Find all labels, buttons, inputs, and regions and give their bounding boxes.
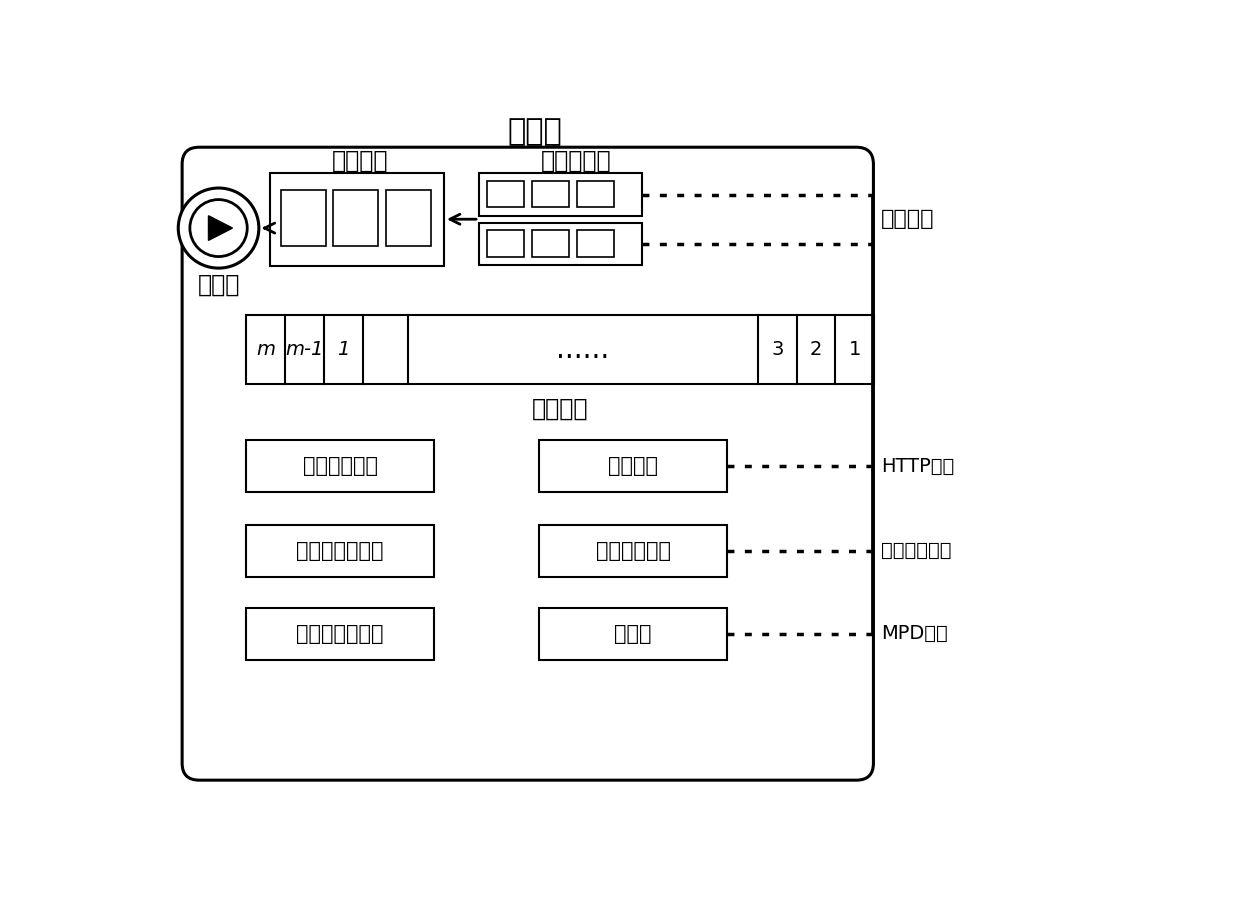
Text: 服务器选择模块: 服务器选择模块: [296, 624, 384, 644]
Circle shape: [190, 199, 247, 256]
Text: 播放缓冲: 播放缓冲: [332, 149, 388, 173]
Bar: [479, 173, 642, 216]
Text: m: m: [257, 341, 275, 360]
Text: 2: 2: [810, 341, 822, 360]
Bar: [334, 190, 378, 246]
Bar: [247, 439, 434, 492]
Bar: [247, 525, 434, 577]
Text: 调度模块: 调度模块: [608, 456, 658, 476]
Text: 探测数据分组: 探测数据分组: [882, 541, 951, 560]
Text: ......: ......: [557, 336, 609, 363]
Bar: [532, 230, 569, 256]
Text: 网络监控模块: 网络监控模块: [595, 541, 671, 561]
Text: 数据缓冲区: 数据缓冲区: [541, 149, 611, 173]
Bar: [486, 230, 523, 256]
Bar: [539, 525, 727, 577]
Text: 请求队列: 请求队列: [532, 397, 589, 421]
Bar: [486, 181, 523, 207]
Bar: [532, 181, 569, 207]
Text: 缓冲监控模块: 缓冲监控模块: [303, 456, 378, 476]
Bar: [577, 230, 614, 256]
Polygon shape: [208, 216, 233, 240]
Bar: [479, 223, 642, 265]
Circle shape: [179, 188, 259, 268]
Bar: [539, 439, 727, 492]
Bar: [247, 315, 874, 384]
Text: 客户端: 客户端: [507, 117, 562, 147]
FancyBboxPatch shape: [182, 147, 873, 780]
Text: 1: 1: [337, 341, 350, 360]
Bar: [247, 608, 434, 660]
Text: MPD文件: MPD文件: [882, 624, 947, 643]
Text: 3: 3: [771, 341, 784, 360]
Text: 解析器: 解析器: [615, 624, 652, 644]
Text: HTTP请求: HTTP请求: [882, 457, 955, 476]
Text: 1: 1: [848, 341, 861, 360]
Text: 媒体分段: 媒体分段: [882, 209, 935, 229]
Text: 码率自适应模块: 码率自适应模块: [296, 541, 384, 561]
Bar: [386, 190, 432, 246]
Text: 播放器: 播放器: [197, 273, 239, 296]
Bar: [539, 608, 727, 660]
Text: m-1: m-1: [285, 341, 324, 360]
Bar: [280, 190, 325, 246]
Bar: [577, 181, 614, 207]
Bar: [270, 173, 444, 265]
